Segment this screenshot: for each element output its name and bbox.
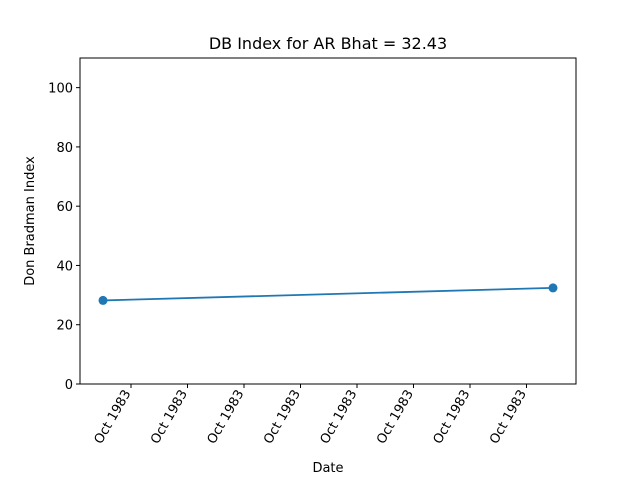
- data-point: [548, 283, 558, 293]
- plot-frame: [79, 57, 577, 385]
- y-tick-label: 40: [56, 259, 73, 274]
- y-tick-label: 20: [56, 319, 73, 334]
- y-tick-label: 0: [65, 378, 73, 393]
- y-axis-label: Don Bradman Index: [23, 156, 38, 286]
- y-tick-label: 100: [48, 82, 73, 97]
- series-line: [102, 286, 554, 302]
- chart-title: DB Index for AR Bhat = 32.43: [209, 34, 447, 53]
- y-tick-label: 60: [56, 200, 73, 215]
- x-axis-label: Date: [312, 461, 343, 476]
- y-tick-label: 80: [56, 141, 73, 156]
- data-point: [98, 295, 108, 305]
